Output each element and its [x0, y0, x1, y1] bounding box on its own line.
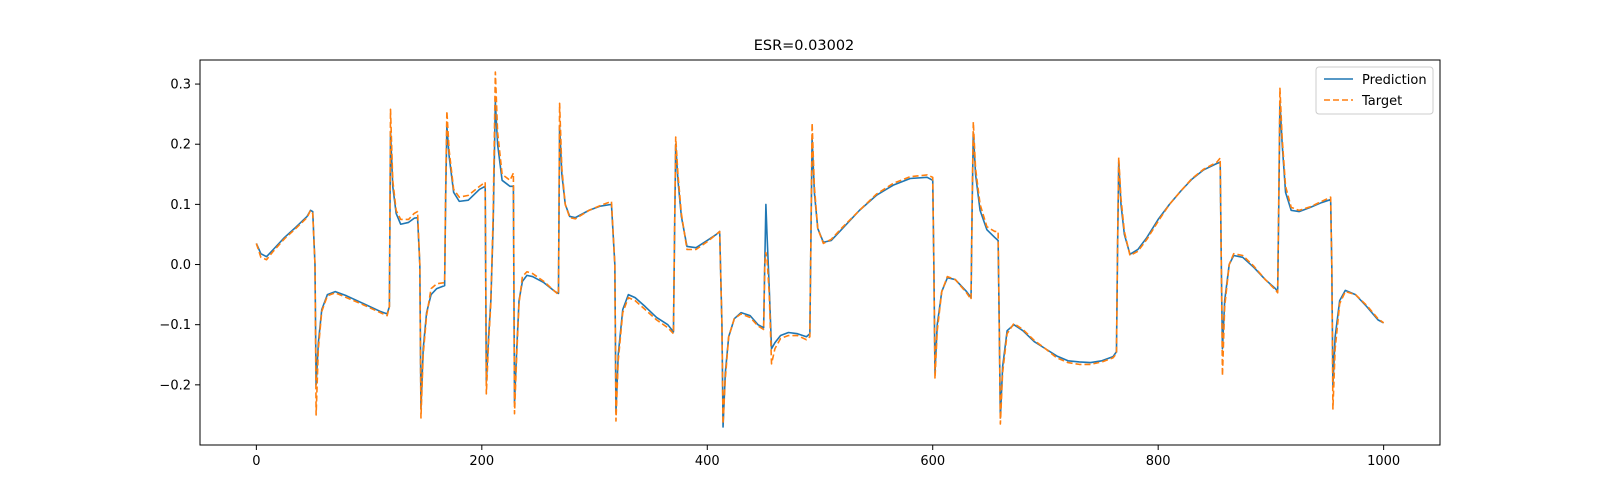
y-tick-label: −0.1	[159, 318, 191, 333]
chart-title: ESR=0.03002	[754, 38, 855, 54]
legend-label-prediction: Prediction	[1362, 73, 1427, 88]
x-tick-label: 0	[252, 454, 260, 469]
x-tick-label: 800	[1146, 454, 1171, 469]
axes: 0 200 400 600 800 1000 −0.2 −0.1 0.0 0.1 0.2 0.3	[159, 78, 1400, 469]
plot-frame	[199, 59, 1441, 446]
x-tick-label: 600	[920, 454, 945, 469]
y-tick-label: 0.1	[170, 198, 191, 213]
y-tick-label: 0.3	[170, 78, 191, 93]
series-line-prediction	[255, 101, 1385, 428]
x-tick-label: 1000	[1367, 454, 1400, 469]
legend: Prediction Target	[1315, 66, 1434, 115]
y-tick-label: −0.2	[159, 378, 191, 393]
series-line-target	[255, 71, 1385, 425]
y-tick-label: 0.0	[170, 258, 191, 273]
plot-area	[255, 71, 1385, 428]
x-tick-label: 200	[469, 454, 494, 469]
legend-label-target: Target	[1361, 94, 1402, 109]
y-tick-label: 0.2	[170, 138, 191, 153]
x-tick-label: 400	[695, 454, 720, 469]
